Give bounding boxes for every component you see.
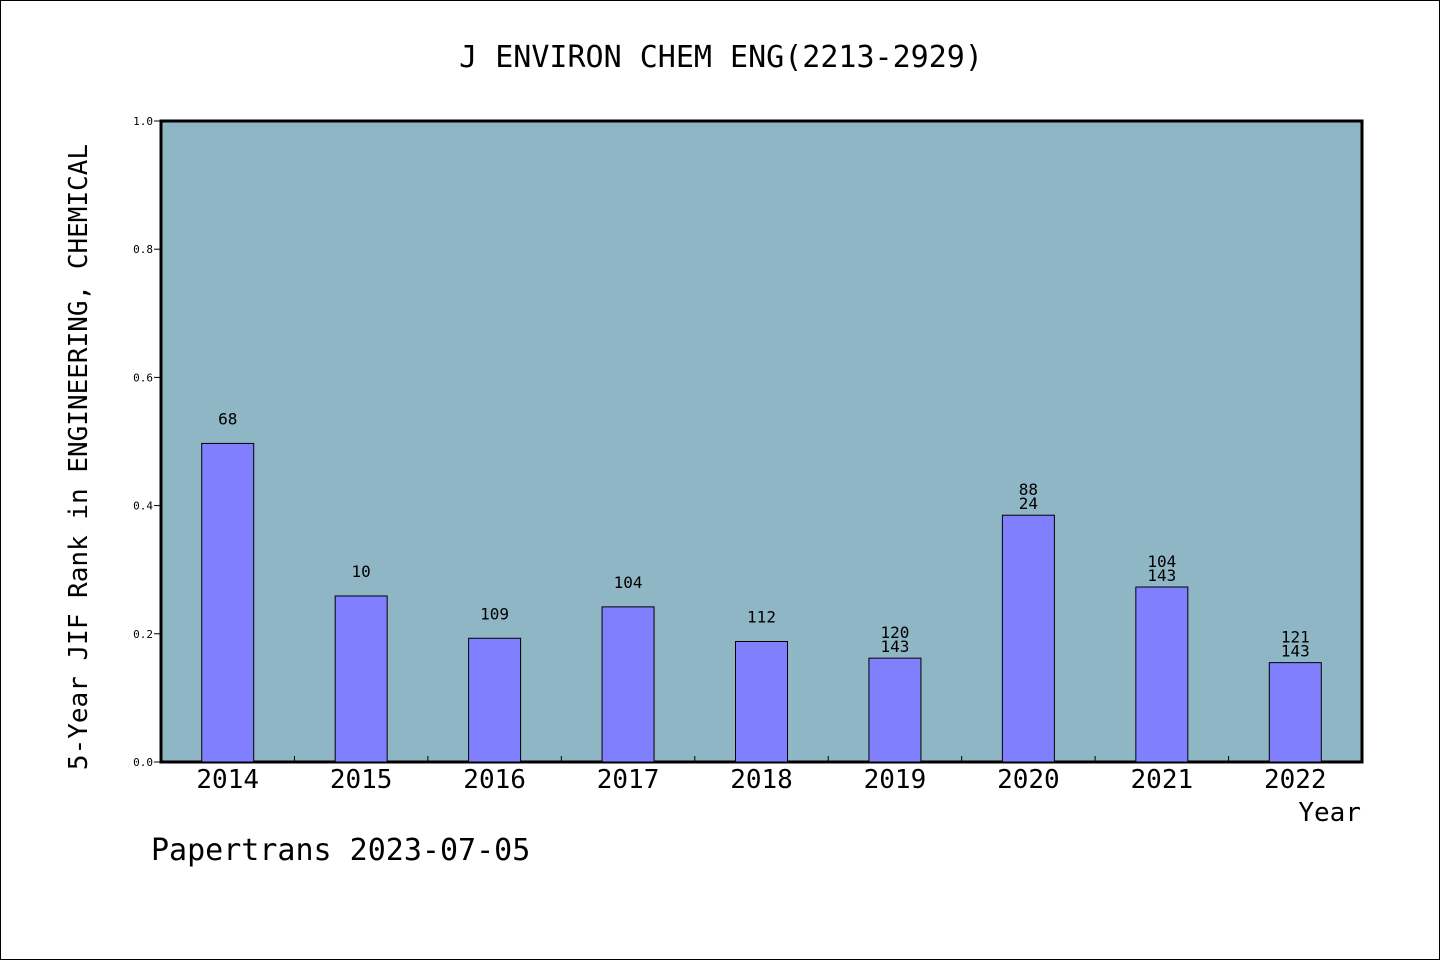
- y-tick-label: 0.4: [133, 500, 153, 513]
- x-tick-label: 2019: [864, 765, 927, 795]
- y-tick-label: 0.0: [133, 756, 153, 769]
- bar-2017: [601, 606, 655, 763]
- chart-title: J ENVIRON CHEM ENG(2213-2929): [459, 40, 983, 75]
- bar-value-label: 112: [747, 607, 776, 626]
- bar-value-label: 121: [1281, 628, 1310, 647]
- bar-value-label: 10: [352, 562, 371, 581]
- y-tick-label: 0.8: [133, 243, 153, 256]
- y-tick-label: 0.2: [133, 628, 153, 641]
- y-tick-label: 0.6: [133, 371, 153, 384]
- bar-2019: [868, 657, 922, 763]
- bar-value-label: 104: [614, 573, 643, 592]
- y-tick-label: 1.0: [133, 115, 153, 128]
- bar-2021: [1135, 586, 1189, 763]
- x-axis-label: Year: [1298, 798, 1361, 828]
- bar-value-label: 109: [480, 604, 509, 623]
- bar-value-label: 143: [1147, 566, 1176, 585]
- x-tick-label: 2021: [1131, 765, 1194, 795]
- bar-value-label: 24: [1019, 494, 1038, 513]
- bar-2020: [1001, 514, 1055, 763]
- x-tick-label: 2016: [463, 765, 526, 795]
- bar-value-label: 143: [1281, 642, 1310, 661]
- bar-value-label: 120: [880, 623, 909, 642]
- y-axis-label: 5-Year JIF Rank in ENGINEERING, CHEMICAL: [64, 144, 94, 770]
- bar-value-label: 68: [218, 409, 237, 428]
- axis-layer: 0.0 0.2 0.4 0.6 0.8 1.0 2014 2015 2016 2017 2018 20…: [133, 115, 1326, 795]
- bar-value-label: 104: [1147, 552, 1176, 571]
- bar-value-label: 143: [880, 637, 909, 656]
- footer-credit: Papertrans 2023-07-05: [151, 833, 531, 868]
- x-tick-label: 2014: [196, 765, 259, 795]
- bar-2018: [735, 640, 788, 763]
- bar-2015: [334, 595, 388, 763]
- x-tick-label: 2018: [730, 765, 793, 795]
- bar-value-label: 88: [1019, 480, 1038, 499]
- x-tick-label: 2022: [1264, 765, 1327, 795]
- bar-2016: [468, 637, 522, 763]
- x-tick-label: 2017: [597, 765, 660, 795]
- bar-2014: [201, 442, 255, 763]
- x-tick-label: 2015: [330, 765, 393, 795]
- x-tick-label: 2020: [997, 765, 1060, 795]
- bar-2022: [1268, 662, 1322, 763]
